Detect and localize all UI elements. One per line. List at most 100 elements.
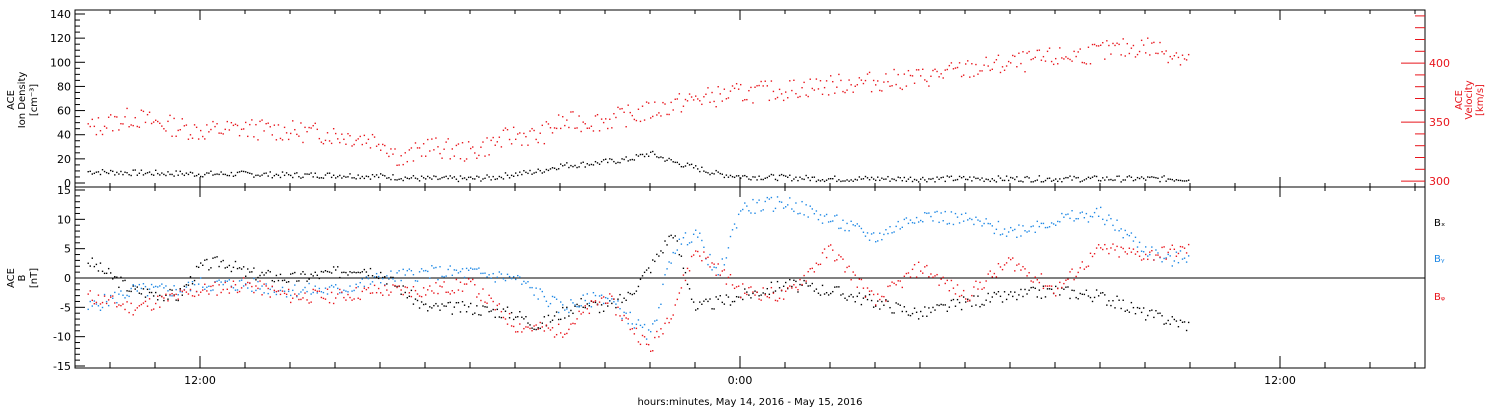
bx-point: [339, 276, 341, 279]
bz-point: [355, 287, 357, 289]
bz-point: [932, 276, 934, 278]
density-point: [1010, 176, 1012, 179]
velocity-point: [204, 138, 206, 140]
bz-point: [480, 299, 482, 302]
velocity-point: [662, 101, 664, 104]
bx-point: [676, 240, 678, 242]
by-point: [541, 290, 543, 293]
bx-point: [525, 315, 527, 318]
bz-point: [676, 298, 678, 301]
bx-point: [713, 308, 715, 310]
density-point: [304, 173, 306, 175]
velocity-point: [969, 76, 971, 78]
density-point: [588, 164, 591, 166]
bz-point: [1159, 256, 1161, 258]
bx-point: [474, 312, 476, 314]
bz-point: [797, 289, 799, 291]
by-point: [848, 230, 850, 232]
by-point: [339, 292, 341, 294]
bz-point: [566, 332, 568, 335]
velocity-point: [463, 160, 466, 162]
bz-point: [533, 325, 535, 327]
bz-point: [1028, 272, 1030, 274]
by-point: [1134, 236, 1137, 239]
bz-point: [1102, 248, 1104, 251]
by-point: [232, 287, 235, 289]
by-point: [371, 281, 374, 283]
bz-point: [647, 343, 650, 346]
density-point: [228, 174, 231, 177]
bx-point: [87, 262, 89, 264]
bx-point: [864, 295, 867, 297]
by-point: [756, 201, 758, 204]
density-point: [584, 166, 586, 168]
bz-point: [1003, 264, 1006, 266]
density-point: [1028, 177, 1030, 179]
bz-point: [830, 244, 832, 246]
density-point: [281, 171, 284, 173]
bz-point: [811, 267, 813, 270]
by-point: [1151, 246, 1153, 248]
bz-point: [408, 292, 411, 294]
bx-point: [427, 310, 429, 312]
by-point: [431, 265, 433, 267]
by-point: [971, 218, 973, 221]
density-point: [150, 173, 153, 176]
bx-point: [562, 306, 564, 309]
bx-point: [165, 294, 167, 297]
velocity-point: [917, 69, 920, 71]
by-point: [290, 294, 292, 297]
density-point: [97, 171, 100, 173]
by-point: [760, 210, 762, 212]
bx-point: [167, 298, 169, 300]
by-point: [185, 286, 188, 288]
by-point: [157, 286, 159, 288]
bz-point: [817, 263, 820, 266]
bz-point: [834, 260, 836, 262]
bx-point: [817, 292, 820, 294]
bx-point: [635, 290, 638, 292]
density-point: [993, 179, 996, 182]
bx-point: [181, 294, 183, 296]
bx-point: [1012, 295, 1014, 298]
bz-point: [369, 292, 372, 294]
bx-point: [150, 291, 153, 294]
by-point: [390, 270, 392, 272]
bx-point: [1134, 312, 1137, 315]
bz-point: [1016, 264, 1018, 266]
bx-point: [1169, 323, 1171, 325]
velocity-point: [420, 155, 423, 157]
density-point: [930, 178, 932, 180]
bx-point: [238, 267, 241, 269]
bx-point: [543, 316, 546, 318]
velocity-point: [355, 139, 357, 142]
by-point: [909, 219, 912, 221]
bx-point: [684, 271, 687, 274]
density-point: [907, 178, 910, 180]
by-point: [216, 280, 218, 282]
density-point: [112, 170, 114, 173]
bz-point: [564, 333, 566, 336]
density-point: [181, 173, 183, 175]
density-point: [1063, 177, 1065, 180]
density-point: [617, 161, 619, 164]
by-point: [396, 272, 398, 274]
velocity-point: [733, 87, 736, 90]
bz-point: [245, 284, 247, 286]
density-point: [322, 177, 325, 179]
velocity-point: [617, 106, 619, 109]
density-point: [1106, 176, 1108, 178]
velocity-point: [676, 98, 678, 100]
density-point: [1044, 179, 1047, 182]
bz-point: [410, 295, 413, 298]
by-point: [768, 198, 771, 200]
density-point: [785, 175, 787, 177]
bz-point: [1032, 281, 1034, 283]
by-point: [817, 218, 820, 221]
velocity-point: [134, 116, 136, 119]
bx-point: [146, 288, 149, 291]
density-point: [805, 174, 807, 177]
density-point: [866, 177, 869, 179]
bx-point: [750, 297, 752, 299]
bx-point: [1089, 296, 1092, 299]
